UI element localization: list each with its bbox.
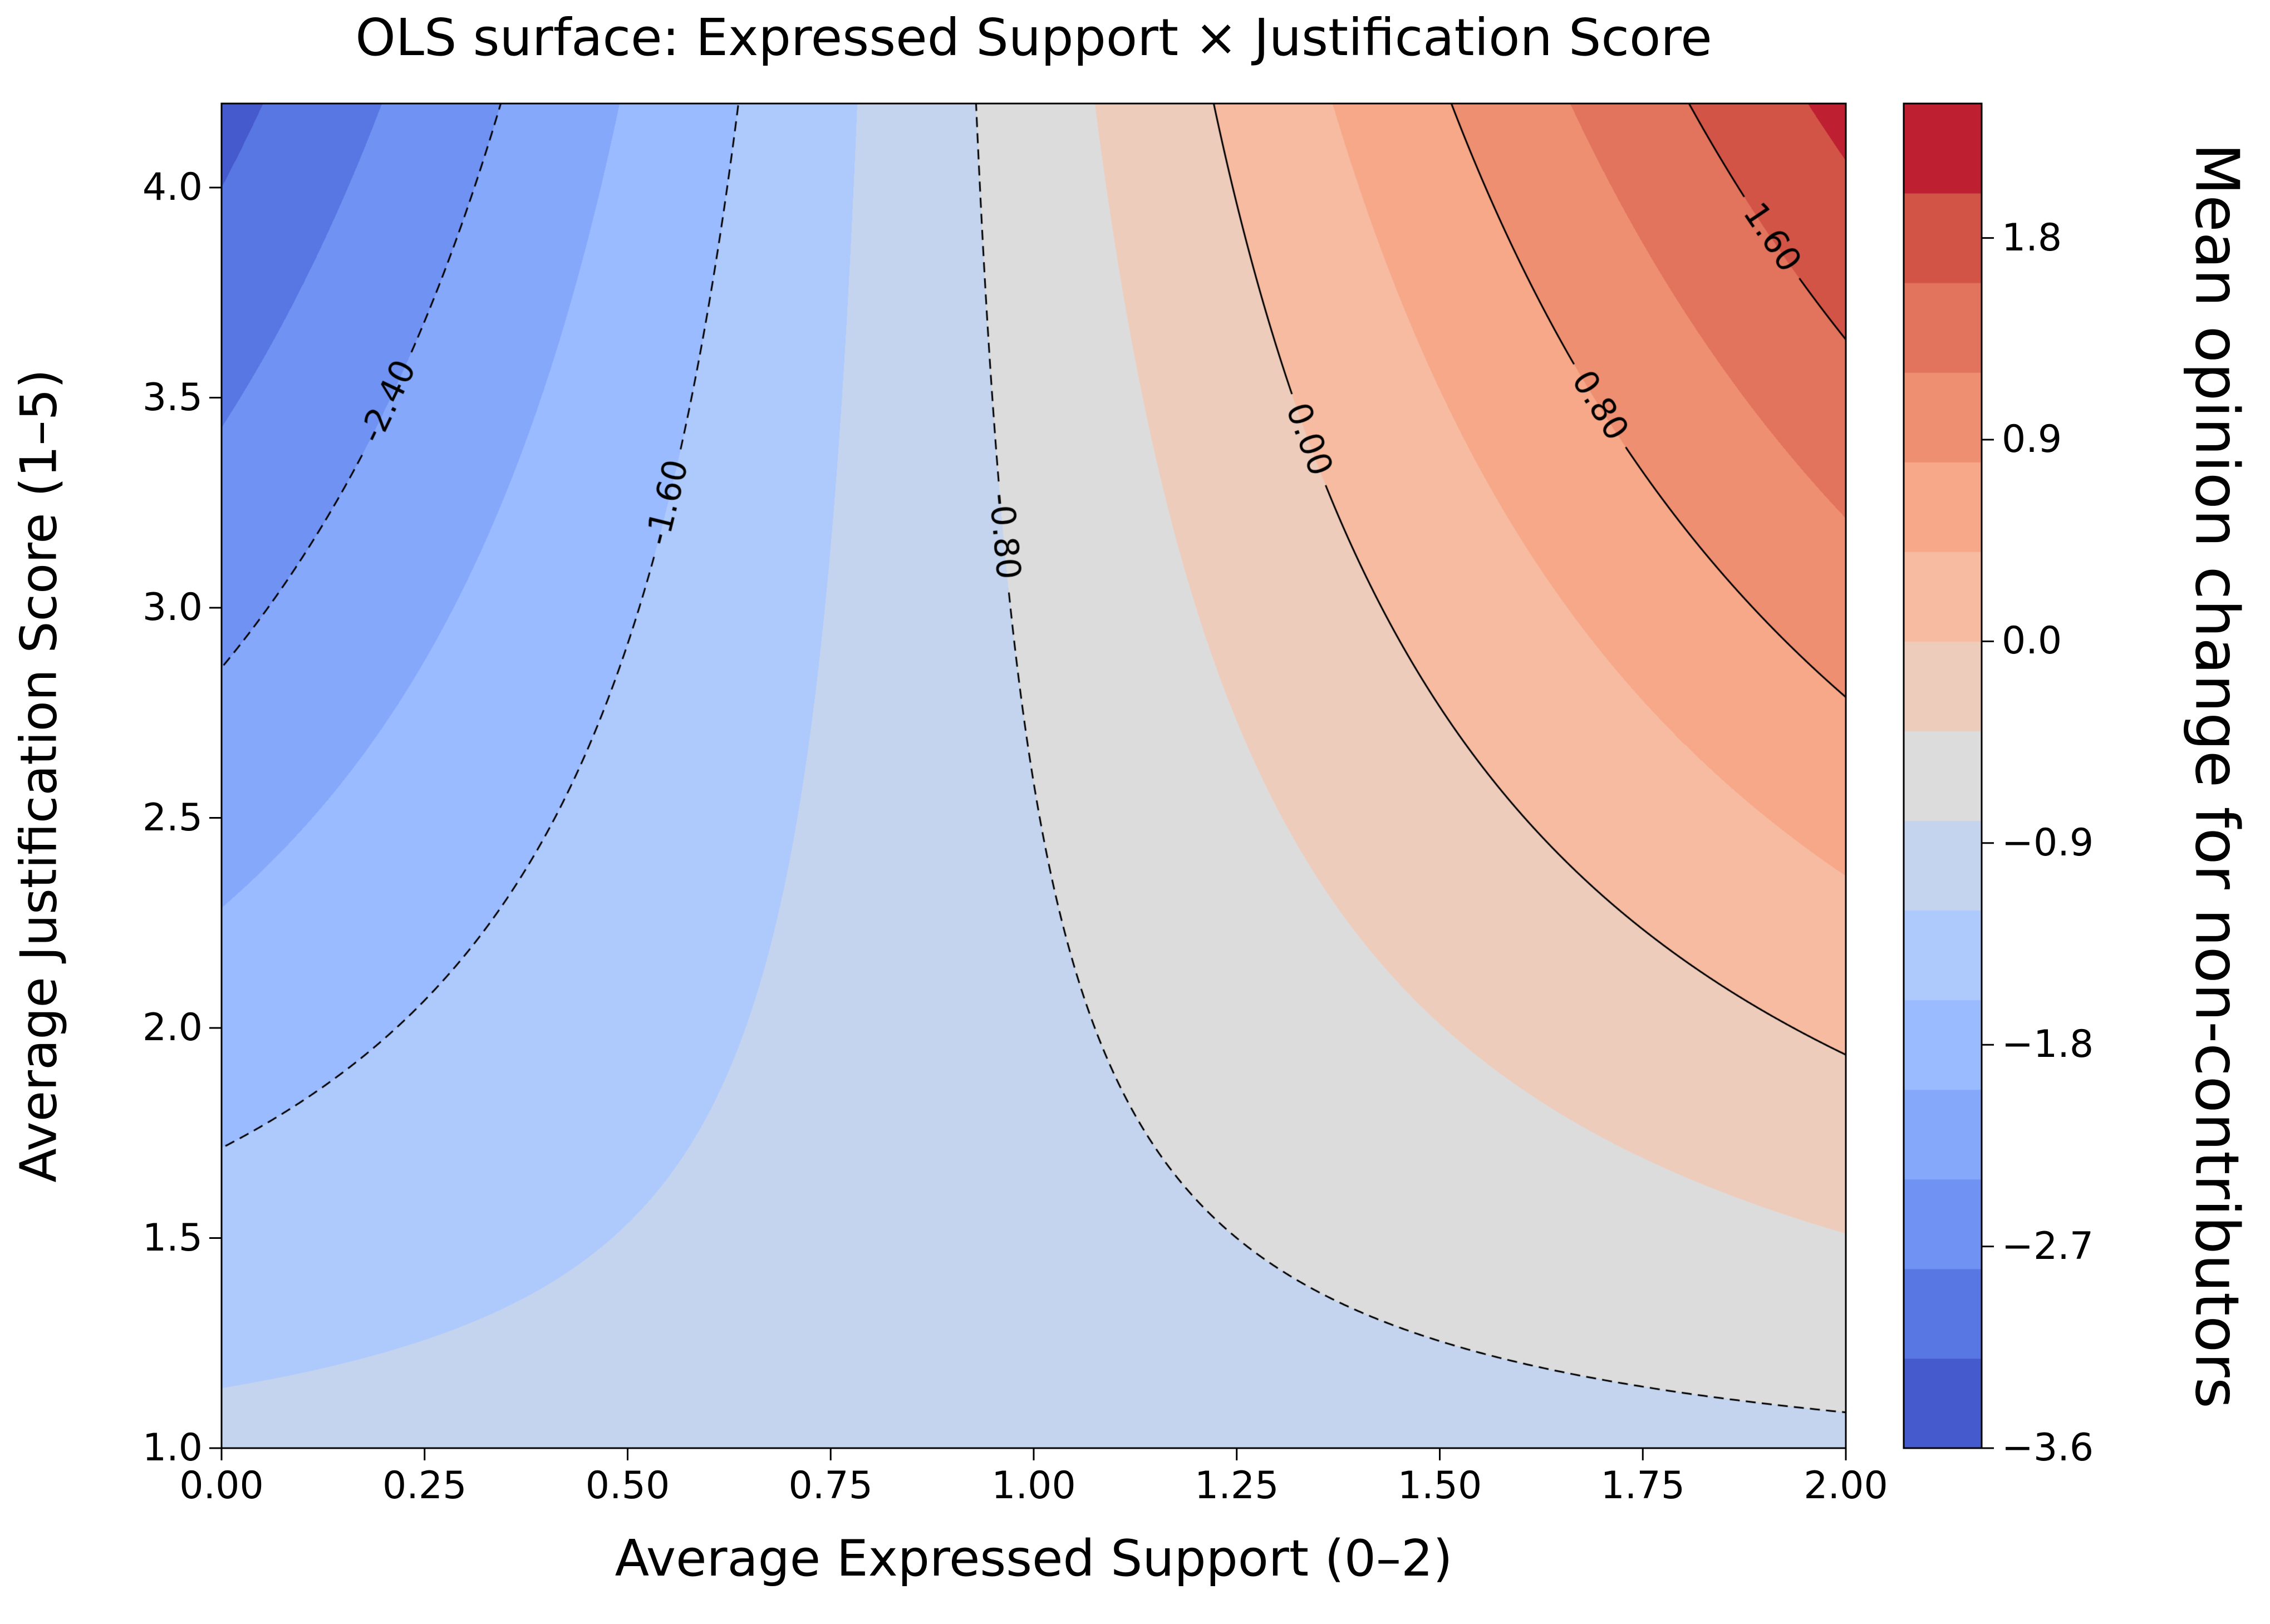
y-tick-label: 1.0 bbox=[142, 1426, 203, 1470]
y-tick-label: 1.5 bbox=[142, 1215, 203, 1260]
colorbar-tick-label: 0.9 bbox=[2002, 417, 2062, 461]
y-tick-label: 3.0 bbox=[142, 585, 203, 629]
x-axis-label: Average Expressed Support (0–2) bbox=[615, 1529, 1453, 1588]
x-tick-label: 2.00 bbox=[1804, 1464, 1888, 1508]
colorbar-tick-label: 0.0 bbox=[2002, 619, 2062, 663]
x-tick-label: 1.50 bbox=[1397, 1464, 1482, 1508]
x-tick-label: 0.00 bbox=[179, 1464, 264, 1508]
chart-title: OLS surface: Expressed Support × Justifi… bbox=[355, 8, 1712, 67]
y-tick-label: 3.5 bbox=[142, 375, 203, 420]
y-tick-label: 2.5 bbox=[142, 795, 203, 840]
x-tick-label: 0.25 bbox=[382, 1464, 467, 1508]
colorbar-canvas bbox=[1904, 104, 1982, 1448]
colorbar-tick-label: −1.8 bbox=[2002, 1022, 2094, 1067]
colorbar-tick-label: −0.9 bbox=[2002, 820, 2094, 865]
colorbar-tick-label: 1.8 bbox=[2002, 215, 2062, 260]
x-tick-label: 0.50 bbox=[585, 1464, 670, 1508]
x-tick-label: 0.75 bbox=[788, 1464, 873, 1508]
y-tick-label: 2.0 bbox=[142, 1006, 203, 1050]
y-tick-label: 4.0 bbox=[142, 165, 203, 209]
x-tick-label: 1.00 bbox=[991, 1464, 1076, 1508]
x-tick-label: 1.75 bbox=[1600, 1464, 1685, 1508]
contour-plot-canvas bbox=[222, 104, 1846, 1448]
colorbar-label: Mean opinion change for non-contributors bbox=[2181, 143, 2252, 1409]
colorbar-tick-label: −3.6 bbox=[2002, 1426, 2094, 1470]
x-tick-label: 1.25 bbox=[1195, 1464, 1279, 1508]
colorbar-tick-label: −2.7 bbox=[2002, 1224, 2094, 1268]
y-axis-label: Average Justification Score (1–5) bbox=[9, 369, 68, 1183]
